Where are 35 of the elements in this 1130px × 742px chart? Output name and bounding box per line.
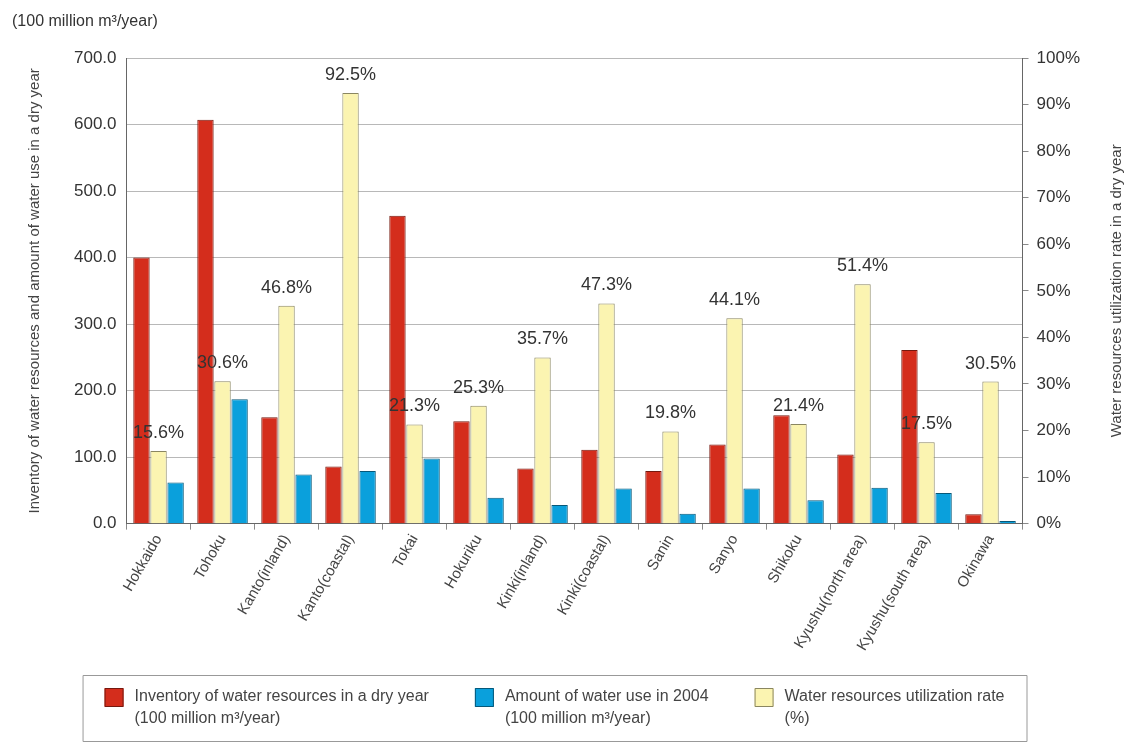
y2-tick-label: 0% [1036, 513, 1062, 533]
legend-label: Water resources utilization rate (%) [784, 687, 1005, 727]
y2-tick-label: 10% [1036, 466, 1071, 486]
y2-tick-label: 50% [1036, 280, 1071, 300]
y2-tick-label: 20% [1036, 420, 1071, 440]
text: (100 million m³/year) [12, 12, 158, 30]
y2-tick-label: 80% [1036, 140, 1071, 160]
data-label: 19.8% [645, 402, 697, 423]
y-tick-label: 400.0 [73, 247, 117, 267]
y-tick-label: 200.0 [73, 380, 117, 400]
y-tick-label: 700.0 [73, 47, 117, 67]
data-label: 35.7% [517, 328, 569, 349]
y2-tick-label: 60% [1036, 233, 1071, 253]
y-axis-title: Inventory of water resources and amount of water use in a dry year [25, 68, 43, 514]
data-label: 30.5% [965, 352, 1017, 373]
data-label: 47.3% [581, 274, 633, 295]
y2-tick-label: 100% [1036, 47, 1080, 67]
data-label: 25.3% [453, 376, 505, 397]
legend-label: Inventory of water resources in a dry year (100 million m³/year) [134, 687, 430, 727]
y2-tick-label: 40% [1036, 327, 1071, 347]
data-label: 44.1% [709, 289, 761, 310]
y-tick-label: 600.0 [73, 114, 117, 134]
data-label: 51.4% [837, 255, 889, 276]
y-tick-label: 300.0 [73, 313, 117, 333]
data-label: 46.8% [261, 276, 313, 297]
y-tick-label: 500.0 [73, 180, 117, 200]
y2-axis-title: Water resources utilization rate in a dry year [1107, 144, 1125, 438]
y2-tick-label: 30% [1036, 373, 1071, 393]
y2-tick-label: 90% [1036, 94, 1071, 114]
data-label: 21.4% [773, 394, 825, 415]
legend-label: Amount of water use in 2004 (100 million m³/year) [504, 687, 709, 727]
y2-tick-label: 70% [1036, 187, 1071, 207]
data-label: 92.5% [325, 63, 377, 84]
y-tick-label: 0.0 [92, 513, 117, 533]
y-tick-label: 100.0 [73, 446, 117, 466]
